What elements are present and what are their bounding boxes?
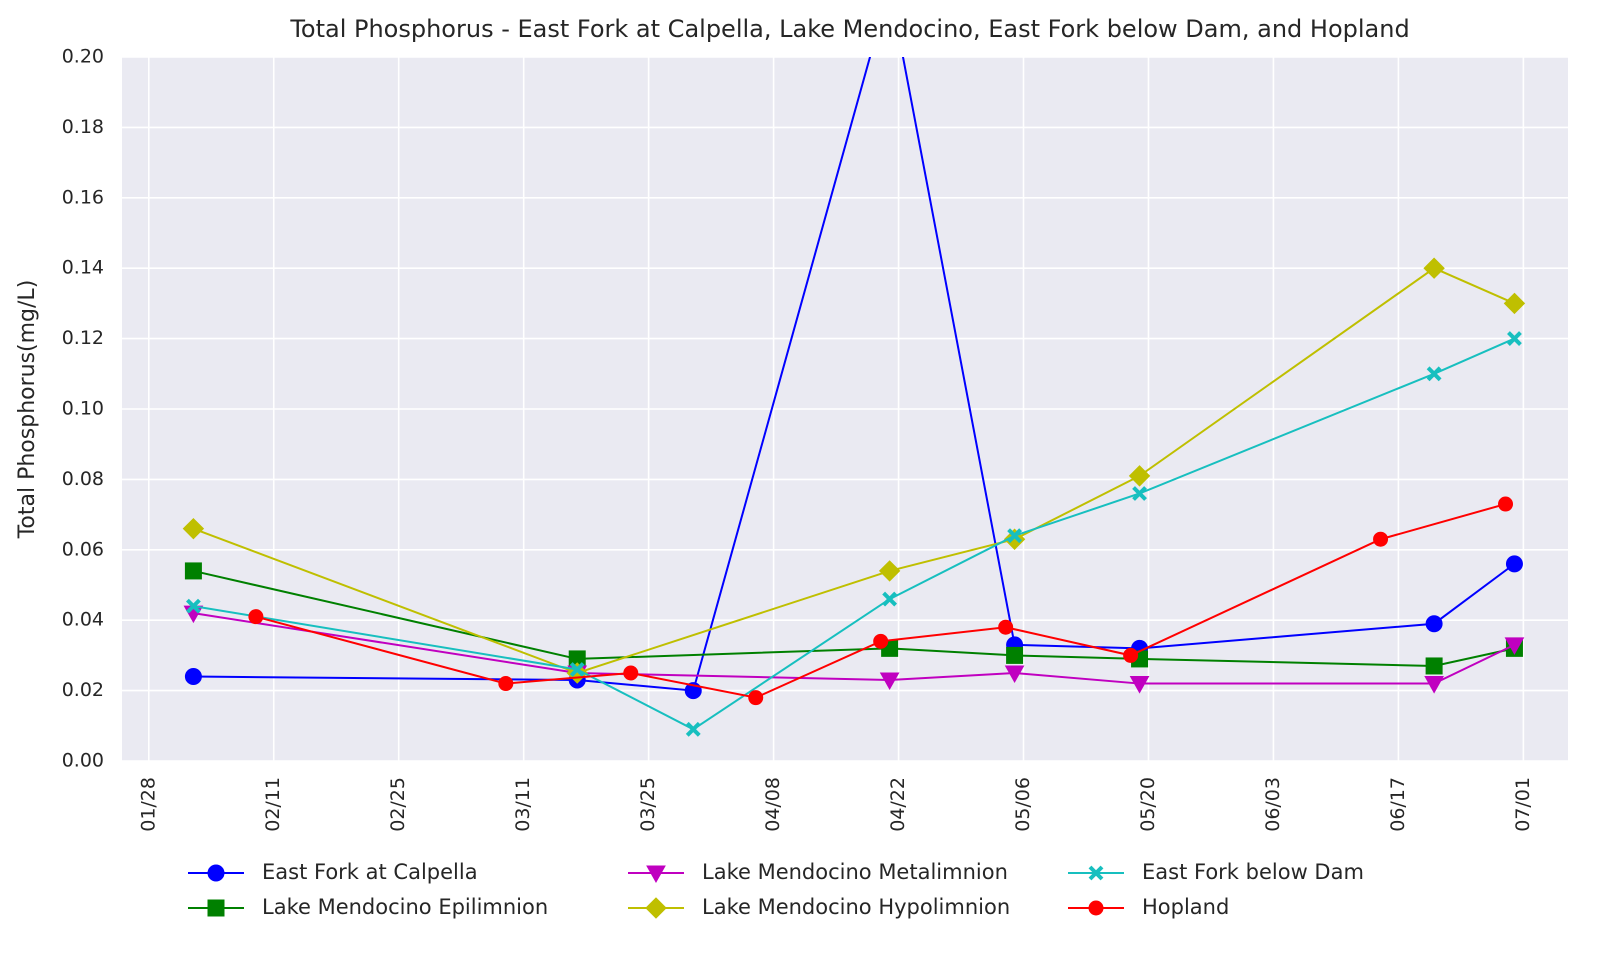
x-tick-label: 04/22 [887,777,909,832]
x-tick-label: 06/03 [1262,777,1284,832]
marker [1373,531,1389,547]
marker [879,672,900,691]
legend-marker [1088,900,1104,916]
legend-marker [207,899,225,917]
y-tick-label: 0.04 [62,609,104,631]
marker [1426,366,1442,382]
marker [1505,555,1523,573]
marker [998,619,1014,635]
marker [1424,676,1444,694]
marker [882,591,898,607]
marker [184,668,202,686]
chart-title: Total Phosphorus - East Fork at Calpella… [289,15,1409,43]
marker [1004,665,1025,684]
marker [685,721,701,737]
marker [498,676,514,692]
y-tick-label: 0.16 [62,186,104,208]
x-tick-label: 07/01 [1512,777,1534,832]
marker [878,560,901,582]
legend-marker [645,897,667,919]
legend-label: Lake Mendocino Hypolimnion [702,895,1010,919]
x-tick-label: 02/25 [387,777,409,832]
marker [1498,496,1514,512]
legend-label: East Fork below Dam [1142,860,1364,884]
marker [1504,637,1525,655]
marker [569,662,585,677]
x-tick-label: 05/20 [1137,777,1159,832]
series-line [193,337,1515,731]
legend-label: Lake Mendocino Epilimnion [262,895,548,919]
marker [1128,465,1151,487]
y-tick-label: 0.10 [62,398,104,420]
marker [1006,646,1024,664]
legend-marker [207,864,225,882]
y-tick-label: 0.00 [62,750,104,772]
marker [248,609,264,625]
marker [873,633,889,649]
legend-marker [646,865,666,884]
legend-label: East Fork at Calpella [262,860,478,884]
grid [122,56,1568,762]
legend-label: Lake Mendocino Metalimnion [702,860,1008,884]
legend-label: Hopland [1142,895,1229,919]
marker [1123,647,1139,663]
y-tick-label: 0.20 [62,46,104,68]
marker [1007,528,1023,544]
legend-marker [1088,865,1104,881]
y-tick-label: 0.12 [62,327,104,349]
marker [182,517,205,540]
legend: East Fork at Calpella Lake Mendocino Epil… [188,860,1364,919]
marker [184,562,202,580]
y-tick-label: 0.14 [62,257,104,279]
marker [1503,292,1526,315]
x-tick-label: 03/25 [637,777,659,832]
marker [1423,257,1445,279]
y-axis-label: Total Phosphorus(mg/L) [15,280,40,540]
marker [1425,657,1443,675]
y-tick-label: 0.08 [62,468,104,490]
marker [748,690,764,706]
y-tick-label: 0.02 [62,679,104,701]
x-tick-label: 03/11 [512,777,534,832]
y-tick-label: 0.06 [62,538,104,560]
marker [1425,615,1443,633]
x-tick-label: 05/06 [1012,777,1034,832]
y-tick-label: 0.18 [62,116,104,138]
marker [623,665,639,681]
x-tick-label: 01/28 [137,777,159,832]
x-tick-label: 04/08 [762,777,784,832]
x-tick-label: 02/11 [262,777,284,832]
x-tick-label: 06/17 [1387,777,1409,832]
series-line [193,57,1516,692]
marker [185,598,201,614]
lines [182,57,1526,737]
marker [1507,331,1522,347]
marker [1129,676,1150,694]
marker [1132,486,1147,501]
